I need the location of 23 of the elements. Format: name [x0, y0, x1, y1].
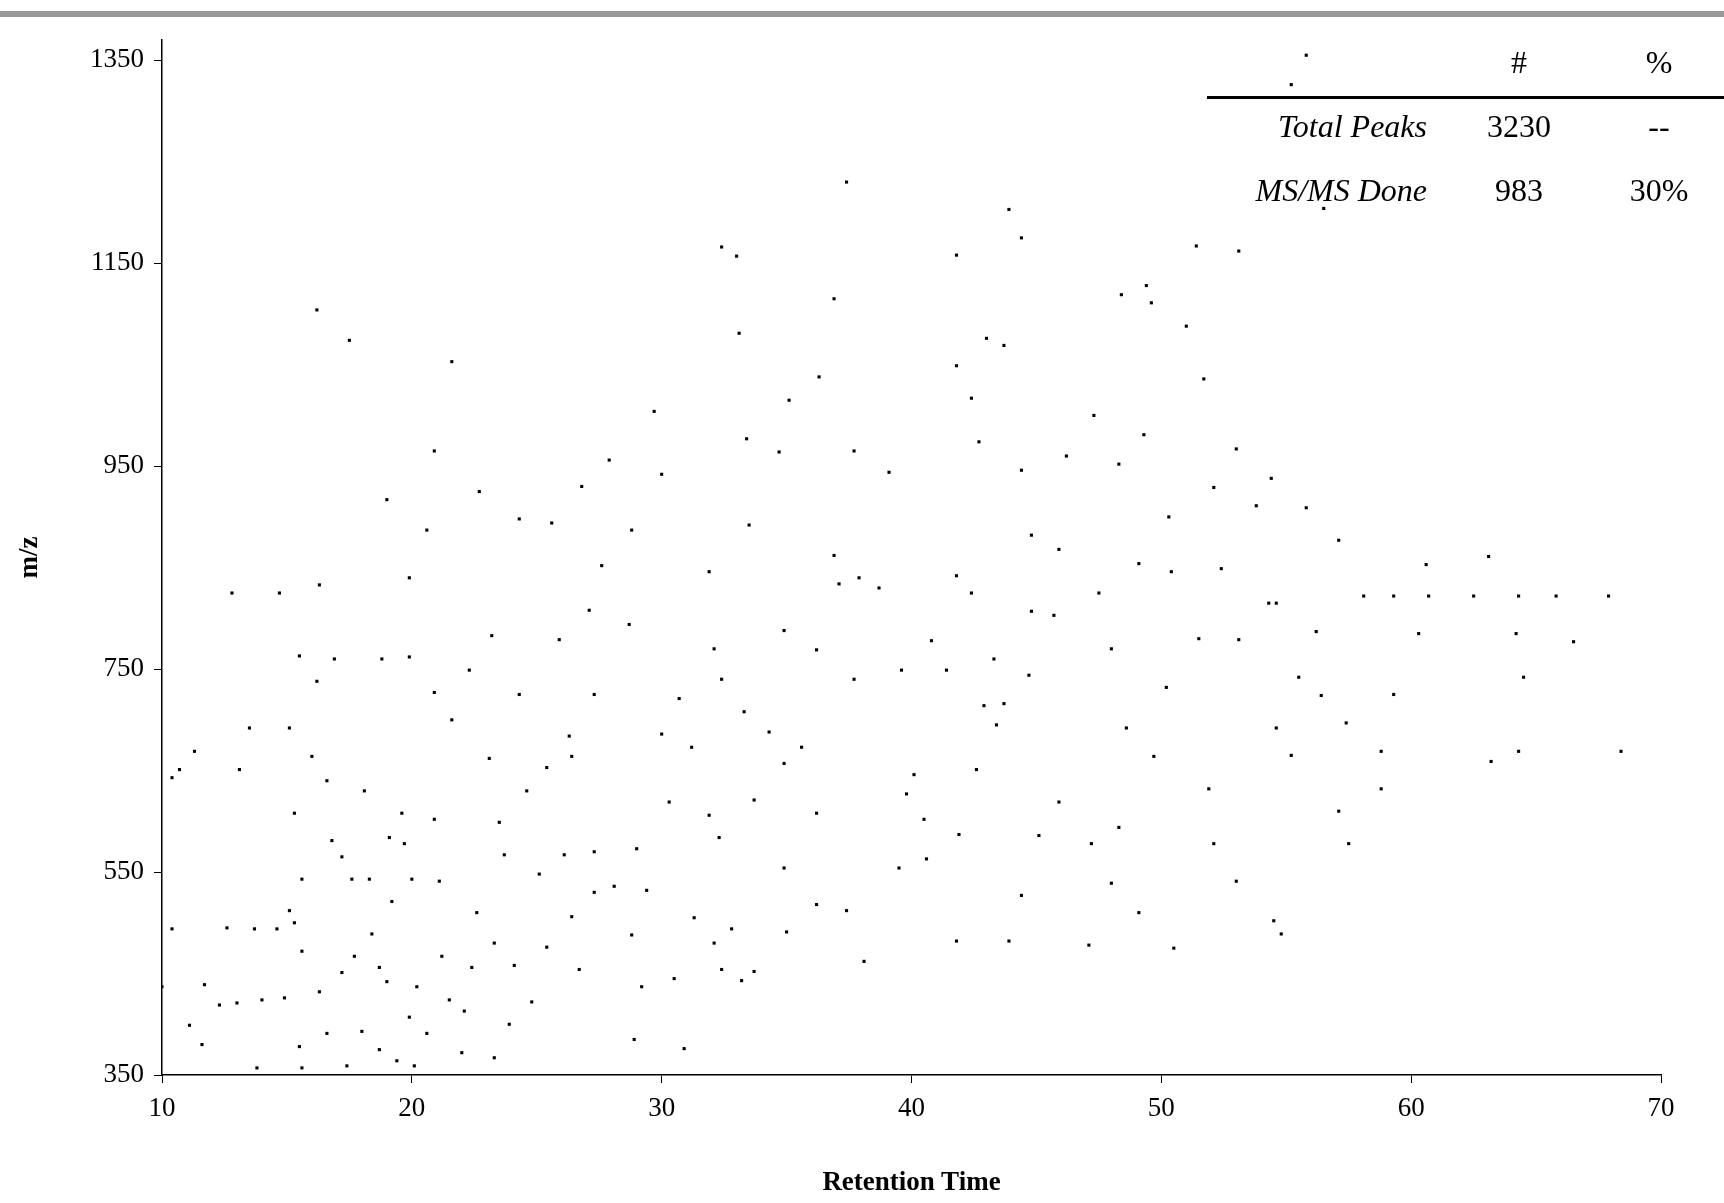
x-tick-label: 60	[1397, 1092, 1425, 1123]
annotation: --	[1648, 108, 1670, 145]
y-axis-title: m/z	[13, 536, 44, 579]
x-tick-label: 30	[648, 1092, 676, 1123]
y-tick-label: 1350	[90, 43, 144, 74]
annotation: 30%	[1629, 172, 1689, 209]
x-tick-label: 40	[898, 1092, 925, 1123]
annotation: MS/MS Done	[1255, 172, 1427, 209]
y-tick-label: 550	[103, 855, 144, 886]
x-tick-label: 50	[1147, 1092, 1175, 1123]
annotation: 983	[1495, 172, 1543, 209]
y-tick-label: 950	[103, 449, 144, 480]
y-tick-label: 1150	[91, 246, 144, 277]
x-tick-label: 20	[398, 1092, 426, 1123]
y-tick-label: 750	[103, 652, 144, 683]
x-axis-title: Retention Time	[822, 1165, 1001, 1196]
y-tick-label: 350	[103, 1058, 144, 1089]
annotation: Total Peaks	[1277, 108, 1427, 145]
annotation: %	[1645, 44, 1673, 81]
annotation: 3230	[1487, 108, 1551, 145]
x-tick-label: 10	[148, 1092, 176, 1123]
x-tick-label: 70	[1647, 1092, 1675, 1123]
annotation: #	[1511, 44, 1527, 81]
